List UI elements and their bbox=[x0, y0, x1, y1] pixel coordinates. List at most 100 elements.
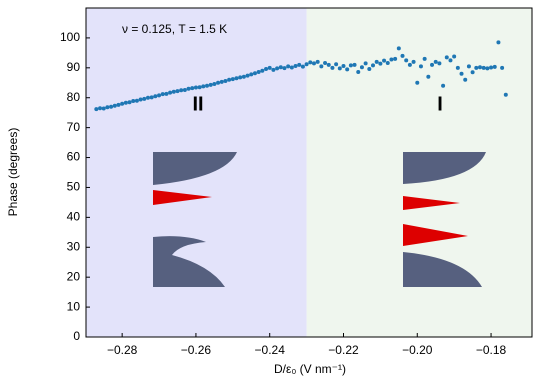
data-point bbox=[182, 87, 187, 92]
data-point bbox=[308, 60, 313, 65]
y-tick-label: 0 bbox=[73, 329, 80, 343]
data-point bbox=[459, 71, 464, 76]
data-point bbox=[415, 80, 420, 85]
data-point bbox=[352, 62, 357, 67]
data-point bbox=[418, 64, 423, 69]
data-point bbox=[157, 93, 162, 98]
data-point bbox=[138, 97, 143, 102]
data-point bbox=[179, 88, 184, 93]
data-point bbox=[208, 82, 213, 87]
data-point bbox=[197, 85, 202, 90]
data-point bbox=[300, 64, 305, 69]
data-point bbox=[444, 55, 449, 60]
data-point bbox=[481, 65, 486, 70]
data-point bbox=[389, 57, 394, 62]
data-point bbox=[496, 40, 501, 45]
data-point bbox=[297, 62, 302, 67]
data-point bbox=[238, 75, 243, 80]
data-point bbox=[230, 77, 235, 82]
data-point bbox=[109, 104, 114, 109]
data-point bbox=[245, 73, 250, 78]
schematic-left bbox=[153, 152, 237, 287]
data-point bbox=[101, 106, 106, 111]
x-axis-label: D/ε₀ (V nm⁻¹) bbox=[274, 362, 346, 376]
data-point bbox=[293, 64, 298, 69]
data-point bbox=[190, 86, 195, 91]
data-point bbox=[304, 62, 309, 67]
data-point bbox=[94, 107, 99, 112]
x-tick-label: −0.26 bbox=[181, 343, 212, 357]
data-point bbox=[330, 65, 335, 70]
data-point bbox=[500, 65, 505, 70]
x-tick-label: −0.18 bbox=[476, 343, 507, 357]
data-point bbox=[145, 95, 150, 100]
data-point bbox=[319, 64, 324, 69]
data-point bbox=[422, 56, 427, 61]
data-point bbox=[264, 67, 269, 72]
data-point bbox=[134, 98, 139, 103]
data-point bbox=[363, 61, 368, 66]
data-point bbox=[448, 58, 453, 63]
data-point bbox=[341, 64, 346, 69]
data-point bbox=[278, 65, 283, 70]
data-point bbox=[252, 71, 257, 76]
data-point bbox=[289, 65, 294, 70]
x-tick-label: −0.22 bbox=[328, 343, 359, 357]
data-point bbox=[219, 79, 224, 84]
data-point bbox=[323, 61, 328, 66]
data-point bbox=[315, 59, 320, 64]
region-label: II bbox=[192, 93, 203, 115]
y-tick-label: 90 bbox=[67, 60, 81, 74]
data-point bbox=[393, 56, 398, 61]
data-point bbox=[234, 76, 239, 81]
y-tick-label: 10 bbox=[67, 299, 81, 313]
data-point bbox=[275, 66, 280, 71]
data-point bbox=[201, 84, 206, 89]
data-point bbox=[311, 61, 316, 66]
data-point bbox=[430, 62, 435, 67]
y-tick-label: 100 bbox=[60, 30, 80, 44]
data-point bbox=[356, 70, 361, 75]
data-point bbox=[204, 83, 209, 88]
data-point bbox=[271, 67, 276, 72]
data-point bbox=[452, 54, 457, 59]
data-point bbox=[492, 64, 497, 69]
x-tick-label: −0.24 bbox=[255, 343, 286, 357]
y-tick-label: 80 bbox=[67, 90, 81, 104]
data-point bbox=[404, 58, 409, 63]
data-point bbox=[367, 67, 372, 72]
data-point bbox=[337, 66, 342, 71]
data-point bbox=[216, 80, 221, 85]
data-point bbox=[503, 92, 508, 97]
data-point bbox=[256, 70, 261, 75]
data-point bbox=[345, 67, 350, 72]
data-point bbox=[98, 106, 103, 111]
data-point bbox=[171, 89, 176, 94]
y-tick-label: 70 bbox=[67, 120, 81, 134]
data-point bbox=[371, 63, 376, 68]
data-point bbox=[282, 66, 287, 71]
data-point bbox=[463, 77, 468, 82]
data-point bbox=[385, 61, 390, 66]
y-tick-label: 60 bbox=[67, 150, 81, 164]
data-point bbox=[120, 101, 125, 106]
data-point bbox=[334, 62, 339, 67]
data-point bbox=[142, 96, 147, 101]
data-point bbox=[149, 95, 154, 100]
data-point bbox=[474, 65, 479, 70]
schematic-right bbox=[403, 152, 486, 287]
data-point bbox=[455, 65, 460, 70]
data-point bbox=[105, 105, 110, 110]
data-point bbox=[382, 58, 387, 63]
data-point bbox=[396, 46, 401, 51]
region-label: I bbox=[437, 93, 443, 115]
data-point bbox=[123, 100, 128, 105]
data-point bbox=[164, 91, 169, 96]
data-point bbox=[127, 100, 132, 105]
data-point bbox=[186, 86, 191, 91]
data-point bbox=[193, 85, 198, 90]
data-point bbox=[286, 64, 291, 69]
data-point bbox=[378, 61, 383, 66]
data-point bbox=[267, 65, 272, 70]
annotation: ν = 0.125, T = 1.5 K bbox=[122, 22, 227, 36]
